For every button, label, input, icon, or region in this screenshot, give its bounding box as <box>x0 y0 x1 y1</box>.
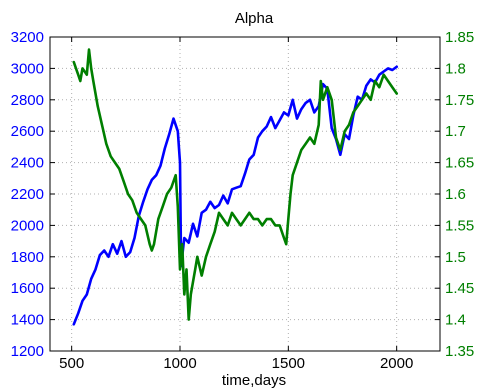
right-y-tick-label: 1.4 <box>445 312 466 329</box>
right-y-tick-label: 1.85 <box>445 29 474 46</box>
left-y-tick-label: 1800 <box>11 249 44 266</box>
right-y-tick-label: 1.7 <box>445 123 466 140</box>
right-y-tick-label: 1.55 <box>445 217 474 234</box>
right-y-tick-labels: 1.35 1.4 1.45 1.5 1.55 1.6 1.65 1.7 1.75 1.8 1.85 <box>445 29 474 360</box>
right-y-tick-label: 1.6 <box>445 186 466 203</box>
left-y-tick-label: 2000 <box>11 217 44 234</box>
right-y-tick-label: 1.75 <box>445 92 474 109</box>
left-y-tick-label: 2400 <box>11 155 44 172</box>
left-y-tick-label: 1200 <box>11 343 44 360</box>
left-y-tick-label: 2200 <box>11 186 44 203</box>
left-y-tick-labels: 1200 1400 1600 1800 2000 2200 2400 2600 2800 3000… <box>11 29 44 360</box>
left-y-tick-label: 2800 <box>11 92 44 109</box>
right-y-tick-label: 1.45 <box>445 280 474 297</box>
series-layer <box>72 48 398 326</box>
left-y-tick-label: 3000 <box>11 60 44 77</box>
right-axis-series-line <box>72 48 398 321</box>
x-tick-labels: 500 1000 1500 2000 <box>59 355 413 372</box>
tick-marks <box>50 36 440 352</box>
right-y-tick-label: 1.65 <box>445 155 474 172</box>
left-y-tick-label: 2600 <box>11 123 44 140</box>
right-y-tick-label: 1.35 <box>445 343 474 360</box>
left-y-tick-label: 3200 <box>11 29 44 46</box>
chart-title: Alpha <box>235 10 274 27</box>
x-axis-label: time,days <box>222 372 286 389</box>
left-y-tick-label: 1400 <box>11 312 44 329</box>
right-y-tick-label: 1.5 <box>445 249 466 266</box>
x-tick-label: 1500 <box>272 355 305 372</box>
x-tick-label: 1000 <box>163 355 196 372</box>
x-tick-label: 500 <box>59 355 84 372</box>
x-tick-label: 2000 <box>380 355 413 372</box>
left-axis-series-line <box>72 65 398 326</box>
right-y-tick-label: 1.8 <box>445 60 466 77</box>
left-y-tick-label: 1600 <box>11 280 44 297</box>
